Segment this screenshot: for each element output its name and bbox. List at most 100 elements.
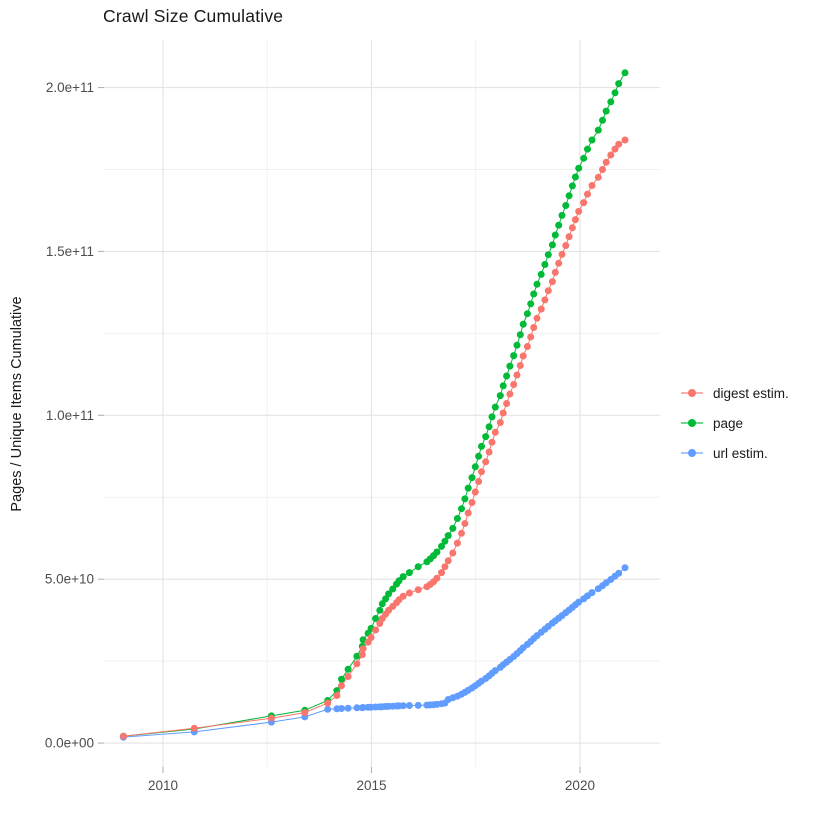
data-point-page	[475, 452, 483, 460]
x-axis-tick-label: 2015	[356, 778, 386, 793]
data-point-page	[482, 433, 490, 441]
data-point-page	[562, 202, 570, 209]
data-point-digest-estim-	[562, 242, 570, 249]
data-point-digest-estim-	[580, 199, 588, 207]
data-point-page	[523, 310, 531, 318]
x-axis-tick-label: 2020	[565, 778, 595, 793]
data-point-digest-estim-	[461, 520, 469, 527]
y-axis-tick-label: 0.0e+00	[45, 736, 94, 751]
legend-label-page: page	[713, 415, 744, 431]
data-point-page	[338, 675, 345, 683]
data-point-digest-estim-	[602, 158, 610, 166]
data-point-digest-estim-	[523, 343, 531, 350]
data-point-digest-estim-	[405, 589, 413, 597]
data-point-url-estim-	[491, 667, 499, 675]
data-point-page	[344, 665, 352, 673]
data-point-page	[584, 145, 591, 153]
chart-title: Crawl Size Cumulative	[103, 6, 284, 26]
y-axis-tick-label: 1.5e+11	[46, 244, 94, 259]
data-point-digest-estim-	[444, 557, 452, 565]
data-point-digest-estim-	[537, 305, 545, 313]
data-point-page	[575, 164, 583, 172]
data-point-page	[441, 537, 449, 545]
data-point-digest-estim-	[555, 259, 563, 267]
data-point-page	[433, 548, 441, 556]
data-point-url-estim-	[324, 705, 332, 713]
y-axis-tick-label: 5.0e+10	[45, 572, 94, 587]
data-point-digest-estim-	[267, 714, 275, 722]
data-point-digest-estim-	[324, 699, 332, 707]
series-line-digest-estim-	[123, 139, 626, 737]
data-point-digest-estim-	[190, 724, 198, 732]
data-point-digest-estim-	[468, 499, 476, 506]
data-point-digest-estim-	[575, 207, 583, 215]
legend-key-icon-url-estim	[681, 449, 703, 457]
data-point-digest-estim-	[611, 145, 619, 153]
data-point-digest-estim-	[333, 692, 341, 699]
data-point-page	[571, 173, 579, 181]
data-point-page	[602, 107, 610, 115]
data-point-page	[568, 182, 576, 190]
data-point-page	[385, 590, 393, 598]
data-point-page	[372, 615, 380, 622]
data-point-page	[580, 154, 588, 162]
data-point-digest-estim-	[548, 278, 556, 286]
data-point-page	[541, 261, 549, 268]
data-point-digest-estim-	[464, 509, 472, 517]
data-point-page	[453, 515, 461, 522]
data-point-page	[611, 89, 619, 97]
data-point-digest-estim-	[438, 569, 445, 577]
data-point-digest-estim-	[621, 136, 629, 144]
data-point-page	[414, 563, 422, 571]
data-point-digest-estim-	[119, 732, 127, 740]
data-point-page	[516, 331, 524, 339]
data-point-digest-estim-	[499, 409, 507, 417]
data-point-digest-estim-	[541, 296, 549, 304]
data-point-page	[496, 392, 504, 400]
data-point-url-estim-	[621, 564, 629, 572]
data-point-page	[551, 231, 559, 239]
data-point-page	[519, 320, 527, 328]
data-point-page	[548, 241, 556, 249]
data-point-page	[510, 352, 518, 360]
data-point-digest-estim-	[458, 529, 465, 537]
data-point-digest-estim-	[527, 333, 535, 341]
y-axis-tick-label: 2.0e+11	[46, 80, 94, 95]
data-point-digest-estim-	[516, 362, 524, 369]
data-point-digest-estim-	[491, 428, 499, 436]
data-point-digest-estim-	[615, 140, 623, 148]
data-point-digest-estim-	[441, 563, 449, 571]
data-point-digest-estim-	[353, 660, 361, 668]
data-point-digest-estim-	[558, 250, 566, 258]
data-point-digest-estim-	[551, 268, 559, 276]
data-point-digest-estim-	[599, 166, 606, 173]
y-axis-title: Pages / Unique Items Cumulative	[9, 296, 25, 512]
data-point-digest-estim-	[449, 549, 457, 557]
y-axis-tick-label: 1.0e+11	[46, 408, 94, 423]
data-point-page	[449, 524, 457, 532]
data-point-digest-estim-	[301, 709, 309, 717]
data-point-digest-estim-	[399, 592, 407, 600]
legend-label-digest-estim: digest estim.	[713, 385, 789, 401]
data-point-page	[471, 463, 479, 471]
data-point-digest-estim-	[568, 224, 576, 232]
legend-item-page: page	[680, 408, 789, 438]
data-point-digest-estim-	[519, 352, 527, 360]
legend-item-digest-estim: digest estim.	[680, 378, 789, 408]
legend-label-url-estim: url estim.	[713, 445, 768, 461]
data-point-digest-estim-	[433, 574, 441, 582]
data-point-digest-estim-	[359, 645, 367, 653]
data-point-url-estim-	[615, 569, 623, 577]
data-point-page	[399, 573, 407, 581]
data-point-url-estim-	[414, 701, 422, 709]
data-point-url-estim-	[588, 589, 596, 597]
data-point-digest-estim-	[503, 400, 511, 407]
legend-item-url-estim: url estim.	[680, 438, 789, 468]
data-point-page	[537, 270, 545, 278]
data-point-page	[530, 290, 538, 298]
data-point-url-estim-	[344, 704, 352, 712]
data-point-page	[488, 413, 496, 421]
data-point-url-estim-	[338, 705, 345, 712]
legend: digest estim. page url estim.	[680, 378, 789, 468]
data-point-page	[464, 484, 472, 492]
